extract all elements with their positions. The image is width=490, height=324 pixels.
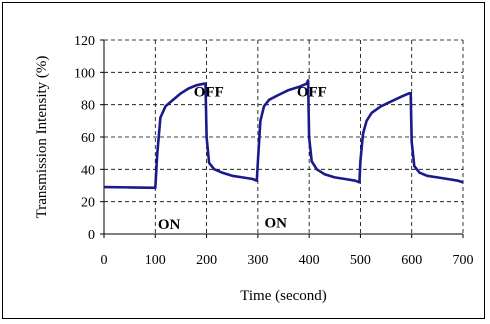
x-tick-label-700: 700 <box>453 253 474 268</box>
x-tick-label-400: 400 <box>299 253 320 268</box>
annotation-off-1: OFF <box>194 85 224 101</box>
x-tick-label-200: 200 <box>196 253 217 268</box>
x-tick-label-300: 300 <box>247 253 268 268</box>
y-tick-label-120: 120 <box>74 34 95 49</box>
annotations: ON OFF ON OFF <box>158 85 327 234</box>
x-tick-label-500: 500 <box>350 253 371 268</box>
annotation-off-3: OFF <box>297 85 327 101</box>
annotation-on-2: ON <box>265 216 288 232</box>
x-axis-title: Time (second) <box>240 288 327 304</box>
x-tick-label-100: 100 <box>145 253 166 268</box>
y-tick-label-80: 80 <box>81 99 95 114</box>
y-tick-label-0: 0 <box>88 228 95 243</box>
y-tick-label-40: 40 <box>81 163 95 178</box>
y-tick-label-100: 100 <box>74 66 95 81</box>
y-axis-title: Transmission Intensity (%) <box>34 56 50 219</box>
series-line-0 <box>103 79 464 190</box>
y-tick-label-60: 60 <box>81 131 95 146</box>
grid-lines <box>104 39 464 234</box>
chart-frame <box>2 2 485 319</box>
series <box>103 79 464 190</box>
annotation-on-0: ON <box>158 217 181 233</box>
x-tick-label-600: 600 <box>401 253 422 268</box>
tick-labels: 0 20 40 60 80 100 120 0 100 200 300 400 500 600 700 <box>74 34 474 268</box>
x-tick-label-0: 0 <box>101 253 108 268</box>
y-tick-label-20: 20 <box>81 196 95 211</box>
